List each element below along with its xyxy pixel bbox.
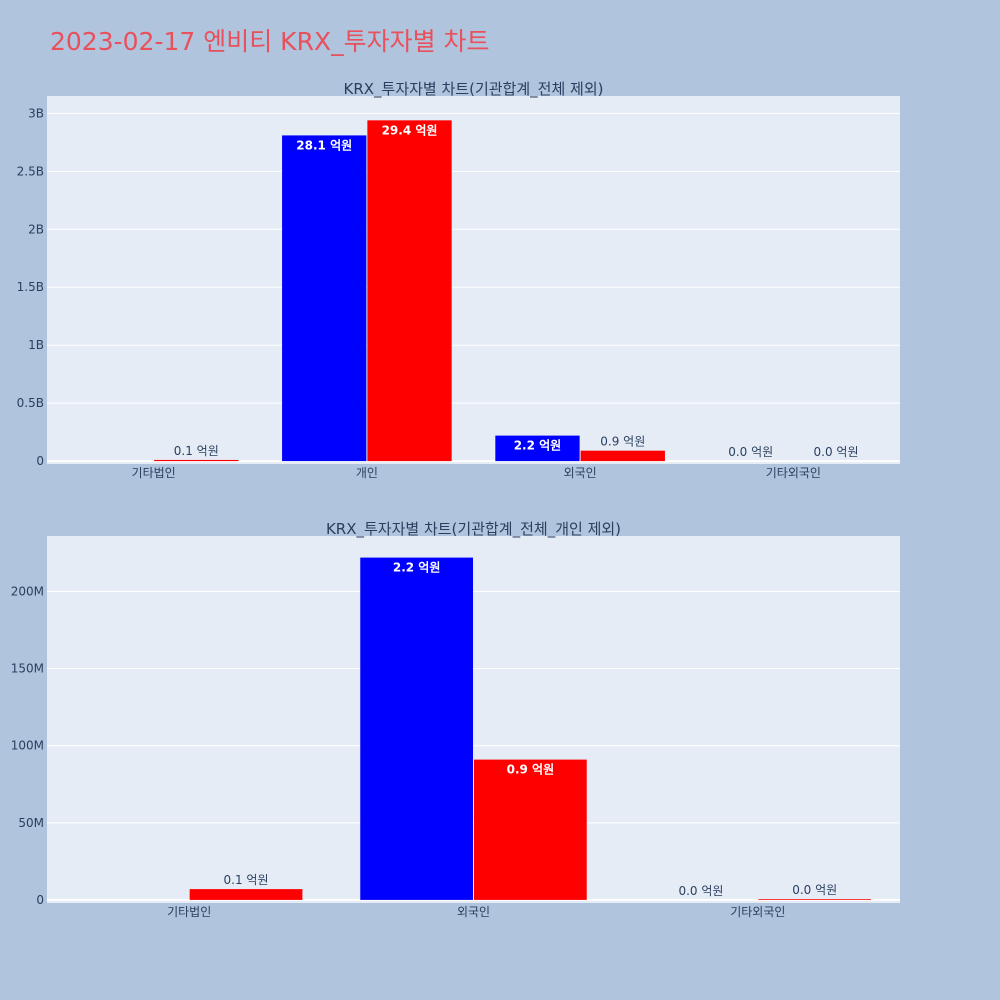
y-tick-label: 0.5B — [17, 396, 44, 410]
y-tick-label: 1B — [28, 338, 44, 352]
data-label: 0.1 억원 — [174, 444, 219, 458]
y-tick-label: 3B — [28, 106, 44, 120]
data-label: 29.4 억원 — [382, 123, 438, 137]
y-tick-label: 0 — [36, 454, 44, 468]
bar — [580, 450, 665, 462]
data-label: 0.0 억원 — [728, 445, 773, 459]
data-label: 0.0 억원 — [678, 884, 723, 898]
data-label: 28.1 억원 — [296, 138, 352, 152]
x-tick-label: 외국인 — [457, 905, 490, 919]
y-tick-label: 50M — [18, 816, 44, 830]
y-tick-label: 2B — [28, 222, 44, 236]
data-label: 0.9 억원 — [600, 435, 645, 449]
chart-title: KRX_투자자별 차트(기관합계_전체 제외) — [344, 80, 604, 99]
y-tick-label: 200M — [11, 585, 44, 599]
data-label: 2.2 억원 — [393, 561, 441, 575]
y-tick-label: 1.5B — [17, 280, 44, 294]
bar — [758, 899, 872, 900]
y-tick-label: 2.5B — [17, 164, 44, 178]
bar — [282, 135, 367, 462]
y-tick-label: 100M — [11, 739, 44, 753]
bar — [189, 889, 303, 900]
chart-top: 0 0.5B 1B 1.5B 2B 2.5B 3B KRX_투자자별 차트(기관합계_전체 제… — [17, 80, 900, 480]
y-tick-label: 0 — [36, 893, 44, 907]
data-label: 0.9 억원 — [507, 763, 555, 777]
bar — [495, 435, 580, 462]
data-label: 0.0 억원 — [814, 445, 859, 459]
page-title: 2023-02-17 엔비티 KRX_투자자별 차트 — [50, 27, 490, 56]
data-label: 0.1 억원 — [224, 873, 269, 887]
bar — [360, 557, 473, 900]
x-tick-label: 외국인 — [564, 466, 597, 480]
bar — [474, 759, 587, 900]
y-tick-label: 150M — [11, 662, 44, 676]
x-tick-label: 기타외국인 — [766, 466, 821, 480]
x-tick-label: 기타외국인 — [730, 905, 785, 919]
x-tick-label: 개인 — [356, 466, 378, 480]
data-label: 2.2 억원 — [514, 439, 562, 453]
plot-area — [47, 96, 900, 464]
data-label: 0.0 억원 — [792, 883, 837, 897]
chart-title: KRX_투자자별 차트(기관합계_전체_개인 제외) — [326, 520, 621, 539]
x-tick-label: 기타법인 — [132, 466, 176, 480]
bar — [367, 120, 452, 462]
bar — [154, 459, 239, 462]
plot-area — [47, 536, 900, 903]
x-tick-label: 기타법인 — [167, 905, 211, 919]
chart-bottom: 0 50M 100M 150M 200M KRX_투자자별 차트(기관합계_전체_개인 제… — [11, 520, 900, 919]
